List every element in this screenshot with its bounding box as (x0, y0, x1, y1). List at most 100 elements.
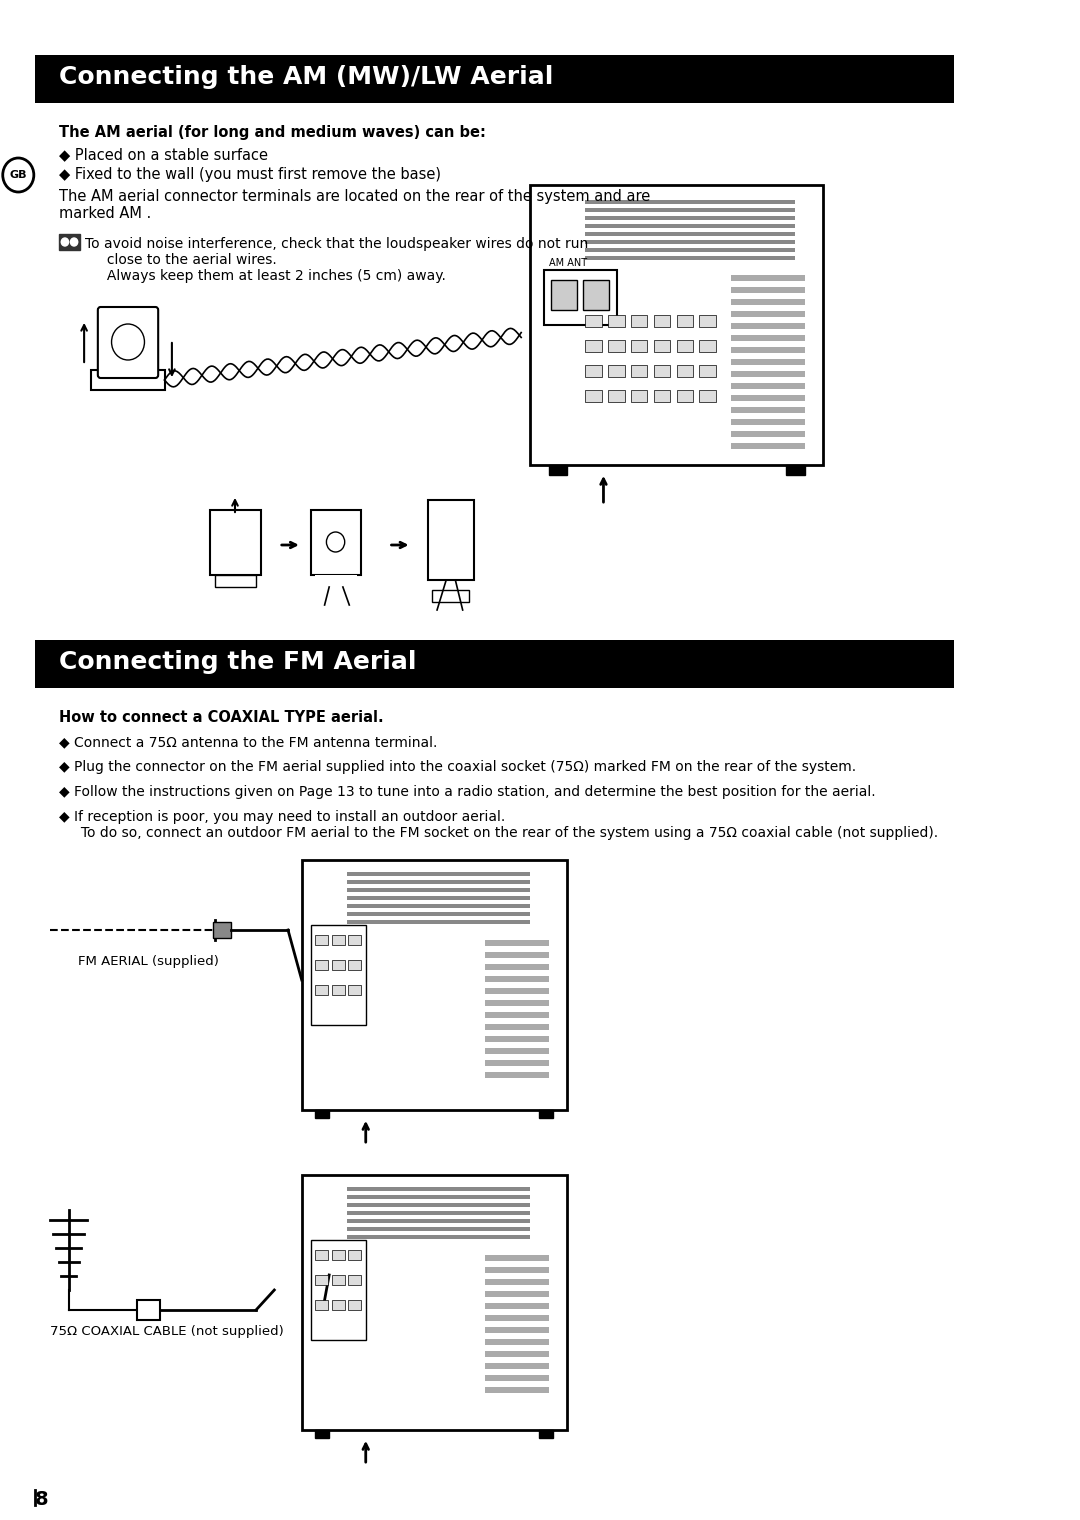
Bar (485, 1315, 549, 1321)
Bar (315, 1300, 328, 1310)
Text: ◆ Placed on a stable surface: ◆ Placed on a stable surface (59, 147, 269, 163)
Bar (677, 340, 693, 353)
Bar (731, 407, 805, 413)
Bar (348, 888, 530, 892)
Bar (332, 935, 345, 945)
Bar (585, 216, 796, 220)
Text: ◆ Connect a 75Ω antenna to the FM antenna terminal.: ◆ Connect a 75Ω antenna to the FM antenn… (59, 736, 437, 749)
Bar (585, 233, 796, 236)
Bar (485, 1351, 549, 1357)
Bar (315, 985, 328, 996)
Bar (731, 359, 805, 365)
Bar (485, 988, 549, 994)
Bar (485, 1268, 549, 1274)
Text: Connecting the AM (MW)/LW Aerial: Connecting the AM (MW)/LW Aerial (59, 65, 554, 90)
Bar (348, 895, 530, 900)
Bar (485, 1363, 549, 1370)
Bar (348, 912, 530, 917)
Bar (311, 1240, 366, 1341)
Bar (485, 952, 549, 958)
Bar (301, 1175, 567, 1430)
Bar (731, 432, 805, 438)
Bar (485, 976, 549, 982)
Bar (349, 935, 361, 945)
Bar (485, 1037, 549, 1043)
Bar (608, 340, 624, 353)
Bar (485, 1000, 549, 1006)
Bar (677, 391, 693, 401)
Bar (485, 1303, 549, 1309)
Bar (530, 185, 823, 465)
Text: The AM aerial (for long and medium waves) can be:: The AM aerial (for long and medium waves… (59, 125, 486, 140)
Bar (315, 1275, 328, 1284)
Bar (485, 1278, 549, 1284)
Circle shape (3, 158, 33, 192)
Bar (585, 365, 602, 377)
Bar (731, 395, 805, 401)
Circle shape (62, 239, 68, 246)
Bar (631, 365, 647, 377)
Circle shape (326, 532, 345, 552)
Text: ◆ Follow the instructions given on Page 13 to tune into a radio station, and det: ◆ Follow the instructions given on Page … (59, 784, 876, 800)
Bar (332, 1249, 345, 1260)
Bar (35, 55, 954, 103)
Bar (585, 223, 796, 228)
Bar (485, 1339, 549, 1345)
Bar (585, 201, 796, 204)
Bar (786, 465, 805, 474)
Bar (348, 1202, 530, 1207)
Bar (653, 365, 671, 377)
Bar (731, 324, 805, 328)
Bar (92, 369, 164, 391)
Bar (315, 575, 356, 587)
Bar (348, 1219, 530, 1224)
Bar (731, 371, 805, 377)
Bar (731, 347, 805, 353)
Bar (315, 1249, 328, 1260)
Bar (485, 939, 549, 945)
Bar (731, 334, 805, 340)
Bar (485, 1376, 549, 1382)
Bar (432, 590, 469, 602)
Text: 75Ω COAXIAL CABLE (not supplied): 75Ω COAXIAL CABLE (not supplied) (51, 1325, 284, 1338)
Bar (540, 1430, 553, 1438)
Bar (485, 1327, 549, 1333)
Bar (348, 1187, 530, 1192)
Bar (349, 985, 361, 996)
Bar (348, 872, 530, 876)
Bar (700, 365, 716, 377)
Text: GB: GB (10, 170, 27, 179)
Bar (332, 1275, 345, 1284)
Bar (731, 420, 805, 426)
Bar (583, 280, 609, 310)
Bar (301, 860, 567, 1110)
Bar (731, 287, 805, 293)
Bar (315, 1110, 329, 1119)
Text: ◆ Plug the connector on the FM aerial supplied into the coaxial socket (75Ω) mar: ◆ Plug the connector on the FM aerial su… (59, 760, 856, 774)
Bar (700, 391, 716, 401)
Text: The AM aerial connector terminals are located on the rear of the system and are
: The AM aerial connector terminals are lo… (59, 188, 650, 222)
Bar (348, 1195, 530, 1199)
Bar (485, 1256, 549, 1262)
Bar (213, 923, 231, 938)
Bar (485, 1024, 549, 1031)
Bar (59, 234, 80, 249)
Bar (485, 1072, 549, 1078)
Bar (585, 208, 796, 211)
Text: How to connect a COAXIAL TYPE aerial.: How to connect a COAXIAL TYPE aerial. (59, 710, 384, 725)
Bar (731, 383, 805, 389)
Bar (631, 315, 647, 327)
Circle shape (111, 324, 145, 360)
Bar (731, 275, 805, 281)
Bar (332, 1300, 345, 1310)
Bar (585, 255, 796, 260)
Bar (585, 391, 602, 401)
Bar (348, 880, 530, 885)
Bar (731, 299, 805, 306)
Bar (485, 1059, 549, 1066)
Bar (215, 575, 256, 587)
Bar (549, 465, 567, 474)
Bar (677, 365, 693, 377)
Bar (631, 340, 647, 353)
Bar (315, 961, 328, 970)
